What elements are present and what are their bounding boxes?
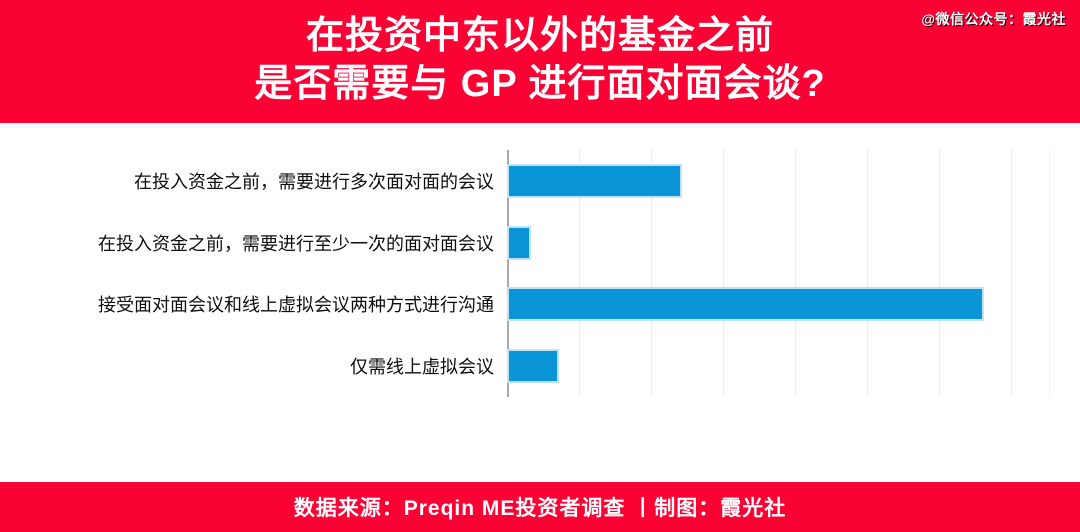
bar-3pct xyxy=(507,225,531,260)
wechat-watermark: @微信公众号：霞光社 xyxy=(921,11,1066,27)
header-banner: 在投资中东以外的基金之前 是否需要与 GP 进行面对面会谈? @微信公众号：霞光… xyxy=(0,0,1080,123)
bar-24pct xyxy=(507,163,682,198)
category-label: 仅需线上虚拟会议 xyxy=(350,357,494,378)
chart-title-line-1: 在投资中东以外的基金之前 xyxy=(305,15,774,57)
category-label: 在投入资金之前，需要进行至少一次的面对面会议 xyxy=(98,233,494,254)
gridline-50 xyxy=(867,150,868,397)
bar-66pct xyxy=(507,287,985,322)
category-label: 在投入资金之前，需要进行多次面对面的会议 xyxy=(134,171,494,192)
category-label: 接受面对面会议和线上虚拟会议两种方式进行沟通 xyxy=(98,295,494,316)
plot-area xyxy=(507,150,1050,397)
category-labels-column: 在投入资金之前，需要进行多次面对面的会议在投入资金之前，需要进行至少一次的面对面… xyxy=(0,150,507,397)
gridline-20 xyxy=(651,150,652,397)
gridline-60 xyxy=(939,150,940,397)
chart-title-line-2: 是否需要与 GP 进行面对面会谈? xyxy=(254,63,826,105)
gridline-10 xyxy=(579,150,580,397)
chart-body: 在投入资金之前，需要进行多次面对面的会议在投入资金之前，需要进行至少一次的面对面… xyxy=(0,150,1080,397)
gridline-70 xyxy=(1011,150,1012,397)
gridline-40 xyxy=(795,150,796,397)
source-credit-text: 数据来源：Preqin ME投资者调查 丨制图：霞光社 xyxy=(293,497,787,520)
bar-7pct xyxy=(507,349,560,384)
gridline-30 xyxy=(723,150,724,397)
bar-chart: 在投入资金之前，需要进行多次面对面的会议在投入资金之前，需要进行至少一次的面对面… xyxy=(0,123,1080,532)
footer-banner: 数据来源：Preqin ME投资者调查 丨制图：霞光社 xyxy=(0,482,1080,532)
